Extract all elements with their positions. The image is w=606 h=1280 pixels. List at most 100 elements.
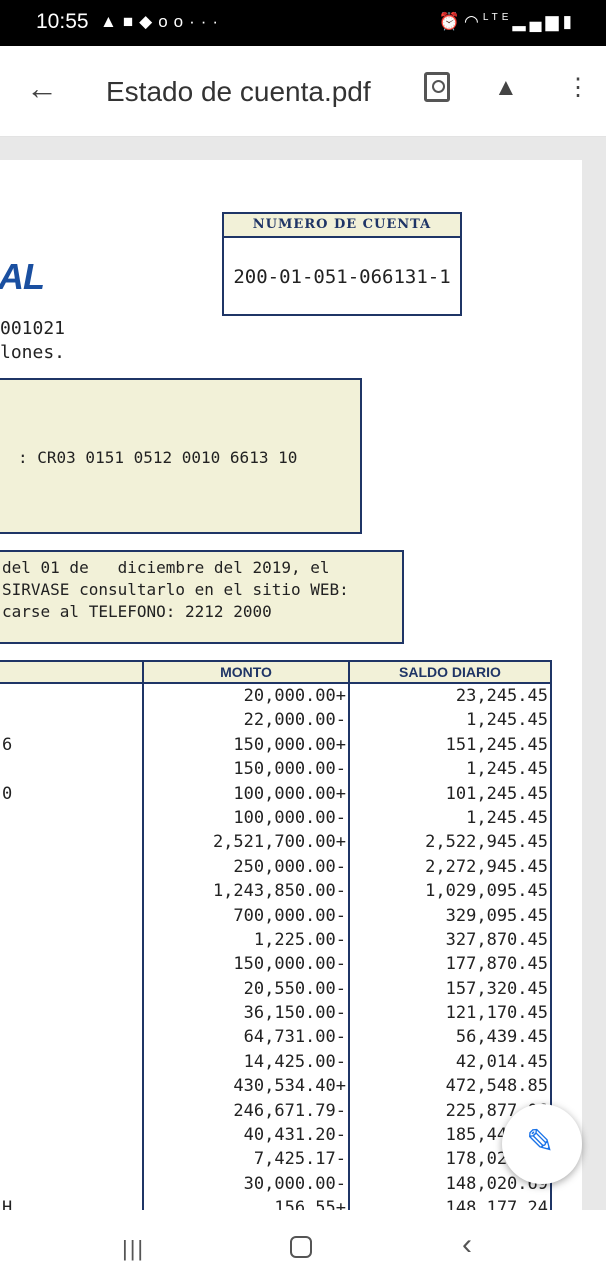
- facebook-icon: ■: [122, 12, 140, 31]
- bank-logo: AL: [0, 256, 45, 297]
- table-cell-monto: 150,000.00-: [233, 759, 346, 780]
- table-cell-monto: 36,150.00-: [243, 1003, 346, 1024]
- table-cell-monto: 100,000.00-: [233, 807, 346, 828]
- table-body: 6 0 H 20,000.00+ 22,000.00- 150,000.00+ 150,0…: [0, 684, 550, 1210]
- table-cell-description: [0, 1074, 142, 1098]
- table-cell-monto: 20,000.00+: [243, 686, 346, 706]
- table-cell-description: 0: [2, 783, 13, 804]
- table-cell-monto: 150,000.00+: [233, 734, 346, 755]
- monto-column: 20,000.00+ 22,000.00- 150,000.00+ 150,000.0…: [144, 684, 350, 1210]
- recents-icon[interactable]: |||: [122, 1236, 146, 1261]
- system-nav-bar: ||| ‹: [0, 1210, 606, 1280]
- battery-icon: ▮: [562, 12, 576, 31]
- table-cell-monto: 1,243,850.00-: [212, 881, 346, 902]
- table-cell-saldo: 121,170.45: [445, 1003, 548, 1024]
- table-cell-saldo: 177,870.45: [445, 954, 548, 975]
- voicemail-icon: oo: [158, 12, 190, 31]
- table-cell-description: [0, 1099, 142, 1123]
- table-cell-saldo: 1,245.45: [466, 710, 548, 731]
- table-cell-description: [0, 1172, 142, 1196]
- table-cell-saldo: 42,014.45: [455, 1051, 548, 1072]
- more-dots-icon: ···: [189, 12, 225, 31]
- more-options-icon[interactable]: ⋮: [566, 74, 590, 101]
- status-bar: 10:55 ▲■◆oo··· ⏰◠LTE▂▄▆▮: [0, 0, 606, 46]
- home-icon[interactable]: [290, 1236, 312, 1258]
- table-cell-monto: 246,671.79-: [233, 1100, 346, 1121]
- table-cell-monto: 20,550.00-: [243, 978, 346, 999]
- table-cell-monto: 250,000.00-: [233, 856, 346, 877]
- table-cell-description: [0, 855, 142, 879]
- table-cell-description: [0, 928, 142, 952]
- edit-fab-button[interactable]: ✎: [502, 1104, 582, 1184]
- saldo-column: 23,245.45 1,245.45 151,245.45 1,245.45 101,2…: [350, 684, 550, 1210]
- table-cell-description: [0, 879, 142, 903]
- table-cell-description: [0, 1123, 142, 1147]
- table-cell-saldo: 1,245.45: [466, 807, 548, 828]
- table-cell-saldo: 56,439.45: [455, 1027, 548, 1048]
- warning-icon: ▲: [100, 12, 123, 31]
- table-cell-description: [0, 1025, 142, 1049]
- account-number-header: NUMERO DE CUENTA: [224, 214, 460, 238]
- table-cell-monto: 150,000.00-: [233, 954, 346, 975]
- add-to-drive-icon[interactable]: ▲: [494, 74, 518, 101]
- lte-icon: LTE: [482, 12, 513, 23]
- table-cell-saldo: 2,272,945.45: [425, 856, 548, 877]
- table-cell-saldo: 329,095.45: [445, 905, 548, 926]
- table-cell-saldo: 23,245.45: [455, 686, 548, 706]
- table-cell-description: [0, 684, 142, 708]
- table-cell-monto: 1,225.00-: [253, 929, 346, 950]
- table-cell-description: [0, 830, 142, 854]
- header-saldo: SALDO DIARIO: [399, 664, 501, 680]
- nav-back-icon[interactable]: ‹: [462, 1228, 472, 1261]
- table-cell-saldo: 472,548.85: [445, 1076, 548, 1097]
- table-cell-saldo: 151,245.45: [445, 734, 548, 755]
- table-cell-description: [0, 708, 142, 732]
- table-cell-monto: 7,425.17-: [253, 1149, 346, 1170]
- table-cell-monto: 30,000.00-: [243, 1173, 346, 1194]
- account-number-value: 200-01-051-066131-1: [233, 266, 451, 288]
- signal-icon: ▂▄▆: [512, 12, 563, 31]
- table-cell-monto: 156.55+: [274, 1198, 346, 1210]
- search-in-document-icon[interactable]: [424, 72, 450, 102]
- notice-line-3: carse al TELEFONO: 2212 2000: [2, 602, 272, 621]
- app-bar: ← Estado de cuenta.pdf ▲ ⋮: [0, 46, 606, 137]
- table-cell-description: [0, 904, 142, 928]
- client-line-1: 001021: [0, 318, 66, 339]
- table-cell-saldo: 157,320.45: [445, 978, 548, 999]
- table-cell-description: H: [2, 1198, 13, 1210]
- client-line-2: lones.: [0, 342, 66, 363]
- table-cell-monto: 100,000.00+: [233, 783, 346, 804]
- table-cell-description: [0, 1001, 142, 1025]
- alarm-icon: ⏰: [438, 12, 464, 31]
- table-cell-monto: 2,521,700.00+: [212, 832, 346, 853]
- table-cell-description: 6: [2, 734, 13, 755]
- table-cell-monto: 64,731.00-: [243, 1027, 346, 1048]
- iban-box: : CR03 0151 0512 0010 6613 10: [0, 378, 362, 534]
- table-cell-saldo: 101,245.45: [445, 783, 548, 804]
- table-cell-saldo: 2,522,945.45: [425, 832, 548, 853]
- notice-line-2: SIRVASE consultarlo en el sitio WEB:: [2, 580, 349, 599]
- table-cell-description: [0, 977, 142, 1001]
- table-cell-monto: 40,431.20-: [243, 1125, 346, 1146]
- iban-text: : CR03 0151 0512 0010 6613 10: [18, 448, 298, 467]
- notice-line-1: del 01 de diciembre del 2019, el: [2, 558, 330, 577]
- pencil-icon: ✎: [526, 1123, 555, 1161]
- table-cell-monto: 430,534.40+: [233, 1076, 346, 1097]
- table-cell-description: [0, 952, 142, 976]
- table-cell-monto: 14,425.00-: [243, 1051, 346, 1072]
- table-cell-description: [0, 1050, 142, 1074]
- pdf-page[interactable]: NUMERO DE CUENTA 200-01-051-066131-1 AL …: [0, 160, 582, 1210]
- header-description: [0, 662, 144, 682]
- back-arrow-icon[interactable]: ←: [26, 70, 58, 106]
- table-cell-description: [0, 1147, 142, 1171]
- transactions-table: MONTO SALDO DIARIO 6 0 H 20,000.00+ 22,000.…: [0, 660, 552, 1210]
- table-cell-monto: 22,000.00-: [243, 710, 346, 731]
- header-monto: MONTO: [144, 662, 350, 682]
- table-cell-description: [0, 757, 142, 781]
- account-number-box: NUMERO DE CUENTA 200-01-051-066131-1: [222, 212, 462, 316]
- table-cell-description: [0, 806, 142, 830]
- document-title: Estado de cuenta.pdf: [106, 76, 371, 107]
- status-time: 10:55: [36, 10, 89, 33]
- status-left-icons: ▲■◆oo···: [100, 12, 224, 32]
- table-cell-saldo: 148,177.24: [445, 1198, 548, 1210]
